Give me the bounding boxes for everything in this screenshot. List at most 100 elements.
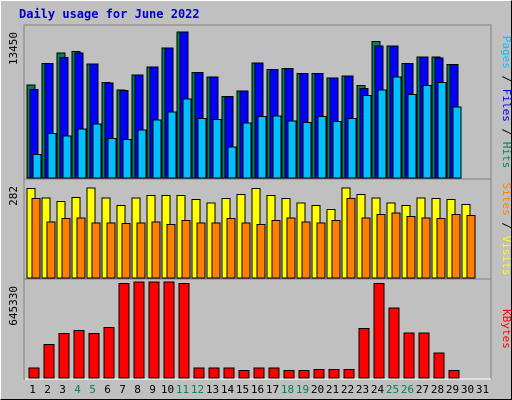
day-label: 20 [311, 383, 324, 396]
chart-title: Daily usage for June 2022 [19, 7, 200, 21]
day-label: 3 [59, 383, 66, 396]
bar-pages-day-29 [452, 106, 462, 179]
bar-sites-day-23 [361, 217, 371, 279]
bar-kbytes-day-24 [373, 282, 385, 379]
bar-pages-day-19 [302, 121, 312, 179]
day-label: 28 [431, 383, 444, 396]
bar-pages-day-1 [32, 153, 42, 179]
bar-sites-day-6 [106, 222, 116, 279]
day-label: 23 [356, 383, 369, 396]
day-label: 12 [191, 383, 204, 396]
series-label: Pages [500, 36, 512, 69]
bar-kbytes-day-28 [433, 352, 445, 379]
bar-pages-day-27 [422, 85, 432, 179]
day-label: 9 [149, 383, 156, 396]
bar-pages-day-23 [362, 94, 372, 179]
chart-panels: 13450 Pages / Files / Hits 282 Sites / Visi… [7, 24, 512, 380]
bar-kbytes-day-6 [103, 327, 115, 379]
day-label: 29 [446, 383, 459, 396]
bar-kbytes-day-29 [448, 370, 460, 379]
bar-pages-day-22 [347, 118, 357, 179]
day-label: 8 [134, 383, 141, 396]
day-label: 14 [221, 383, 235, 396]
bar-kbytes-day-13 [208, 367, 220, 379]
bar-sites-day-29 [451, 214, 461, 279]
y-max-label: 645330 [7, 286, 20, 326]
day-label: 27 [416, 383, 429, 396]
bar-sites-day-8 [136, 222, 146, 279]
bar-kbytes-day-11 [178, 282, 190, 379]
bar-pages-day-8 [137, 129, 147, 179]
bar-kbytes-day-10 [163, 281, 175, 379]
day-label: 30 [461, 383, 474, 396]
bar-kbytes-day-20 [313, 368, 325, 379]
bar-sites-day-9 [151, 221, 161, 279]
bar-sites-day-17 [271, 220, 281, 279]
bar-sites-day-22 [346, 198, 356, 279]
bar-pages-day-20 [317, 115, 327, 179]
panel-visits-sites: 282 Sites / Visits [7, 183, 512, 279]
bar-pages-day-14 [227, 146, 237, 179]
bar-sites-day-26 [406, 215, 416, 279]
y-axis-series-label: Pages / Files / Hits [500, 36, 512, 169]
bar-pages-day-13 [212, 119, 222, 179]
day-label: 16 [251, 383, 264, 396]
bar-pages-day-11 [182, 98, 192, 179]
day-label: 6 [104, 383, 111, 396]
bar-pages-day-9 [152, 119, 162, 179]
bar-sites-day-21 [331, 220, 341, 279]
bar-sites-day-7 [121, 223, 131, 279]
day-label: 31 [476, 383, 489, 396]
bar-pages-day-28 [437, 81, 447, 179]
day-label: 2 [44, 383, 51, 396]
bar-kbytes-day-15 [238, 370, 250, 379]
day-label: 15 [236, 383, 249, 396]
bar-sites-day-13 [211, 222, 221, 279]
bar-kbytes-day-7 [118, 282, 130, 379]
bar-kbytes-day-25 [388, 307, 400, 379]
bar-kbytes-day-1 [28, 367, 40, 379]
bar-kbytes-day-12 [193, 367, 205, 379]
bar-kbytes-day-22 [343, 368, 355, 379]
bar-kbytes-day-4 [73, 330, 85, 379]
bar-pages-day-4 [77, 128, 87, 179]
bar-pages-day-2 [47, 132, 57, 179]
bar-sites-day-19 [301, 221, 311, 279]
bar-kbytes-day-9 [148, 281, 160, 379]
series-label: Files [500, 89, 512, 122]
bar-sites-day-28 [436, 218, 446, 279]
bar-sites-day-16 [256, 224, 266, 279]
series-label: KBytes [500, 309, 512, 349]
label-separator: / [500, 216, 512, 236]
day-label: 25 [386, 383, 399, 396]
panel-kbytes: 645330 KBytes [7, 281, 512, 379]
y-axis-series-label: Sites / Visits [500, 183, 512, 276]
bar-sites-day-15 [241, 222, 251, 279]
day-label: 4 [74, 383, 81, 396]
day-label: 19 [296, 383, 309, 396]
bar-sites-day-27 [421, 217, 431, 279]
day-label: 5 [89, 383, 96, 396]
day-label: 26 [401, 383, 414, 396]
bar-pages-day-25 [392, 76, 402, 179]
bar-kbytes-day-14 [223, 367, 235, 379]
bar-sites-day-18 [286, 217, 296, 279]
bar-sites-day-12 [196, 222, 206, 279]
bar-sites-day-14 [226, 218, 236, 279]
bar-sites-day-11 [181, 220, 191, 279]
bar-pages-day-6 [107, 137, 117, 179]
bar-kbytes-day-27 [418, 332, 430, 379]
day-label: 18 [281, 383, 294, 396]
bar-pages-day-24 [377, 89, 387, 179]
label-separator: / [500, 69, 512, 89]
bar-sites-day-25 [391, 212, 401, 279]
bar-pages-day-15 [242, 122, 252, 179]
day-label: 17 [266, 383, 279, 396]
day-label: 22 [341, 383, 354, 396]
bar-sites-day-3 [61, 218, 71, 279]
label-separator: / [500, 122, 512, 142]
bar-kbytes-day-19 [298, 370, 310, 379]
bar-kbytes-day-3 [58, 333, 70, 379]
bar-pages-day-3 [62, 135, 72, 179]
